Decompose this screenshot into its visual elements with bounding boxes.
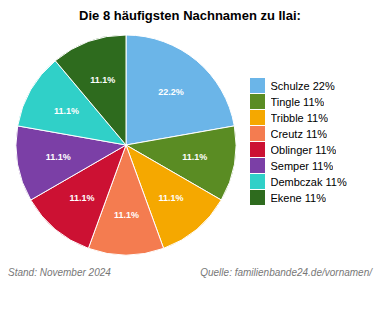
svg-text:22.2%: 22.2% — [158, 87, 184, 97]
html-text:Dembczak 11%: Dembczak 11% — [270, 175, 347, 188]
html-text:Stand: November 2024: Stand: November 2024 — [8, 267, 111, 278]
html-text:Quelle: familienbande24.de/vor: Quelle: familienbande24.de/vornamen/ — [200, 267, 372, 278]
html-text:Oblinger 11%: Oblinger 11% — [270, 143, 337, 156]
html-text:Semper 11%: Semper 11% — [270, 159, 334, 172]
svg-text:11.1%: 11.1% — [114, 210, 139, 220]
html-text:Die 8 häufigsten Nachnamen zu: Die 8 häufigsten Nachnamen zu Ilai: — [79, 8, 301, 23]
svg-text:11.1%: 11.1% — [182, 152, 207, 162]
svg-text:11.1%: 11.1% — [90, 75, 115, 85]
html-text:Tingle 11%: Tingle 11% — [270, 95, 325, 108]
svg-text:11.1%: 11.1% — [159, 193, 184, 203]
svg-text:11.1%: 11.1% — [46, 152, 71, 162]
html-text:Tribble 11%: Tribble 11% — [270, 111, 328, 124]
html-text:Creutz 11%: Creutz 11% — [270, 127, 328, 140]
svg-text:11.1%: 11.1% — [54, 106, 79, 116]
html-text:Ekene 11%: Ekene 11% — [270, 191, 326, 204]
html-text:Schulze 22%: Schulze 22% — [270, 79, 335, 92]
svg-text:11.1%: 11.1% — [69, 193, 94, 203]
